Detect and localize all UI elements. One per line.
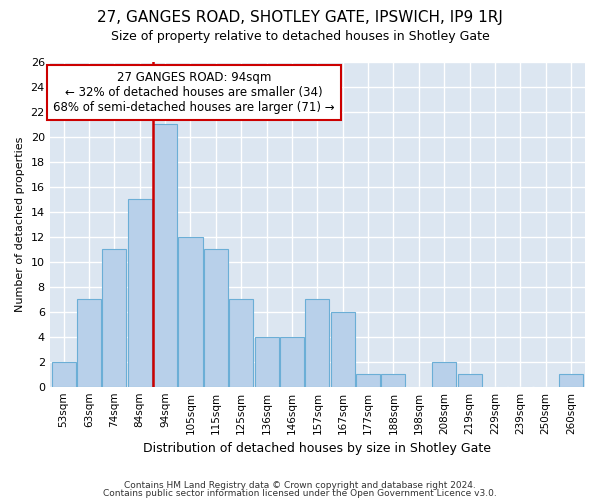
Bar — [432, 362, 456, 386]
Bar — [128, 199, 152, 386]
Bar — [204, 249, 228, 386]
Bar — [103, 249, 127, 386]
Bar — [331, 312, 355, 386]
Text: Size of property relative to detached houses in Shotley Gate: Size of property relative to detached ho… — [110, 30, 490, 43]
X-axis label: Distribution of detached houses by size in Shotley Gate: Distribution of detached houses by size … — [143, 442, 491, 455]
Text: 27 GANGES ROAD: 94sqm    
← 32% of detached houses are smaller (34)
68% of semi-: 27 GANGES ROAD: 94sqm ← 32% of detached … — [53, 72, 335, 114]
Bar — [559, 374, 583, 386]
Bar — [77, 299, 101, 386]
Bar — [229, 299, 253, 386]
Bar — [280, 336, 304, 386]
Bar — [356, 374, 380, 386]
Bar — [178, 236, 203, 386]
Text: Contains HM Land Registry data © Crown copyright and database right 2024.: Contains HM Land Registry data © Crown c… — [124, 481, 476, 490]
Bar — [254, 336, 278, 386]
Bar — [382, 374, 406, 386]
Bar — [305, 299, 329, 386]
Bar — [458, 374, 482, 386]
Text: 27, GANGES ROAD, SHOTLEY GATE, IPSWICH, IP9 1RJ: 27, GANGES ROAD, SHOTLEY GATE, IPSWICH, … — [97, 10, 503, 25]
Bar — [153, 124, 177, 386]
Y-axis label: Number of detached properties: Number of detached properties — [15, 136, 25, 312]
Text: Contains public sector information licensed under the Open Government Licence v3: Contains public sector information licen… — [103, 488, 497, 498]
Bar — [52, 362, 76, 386]
